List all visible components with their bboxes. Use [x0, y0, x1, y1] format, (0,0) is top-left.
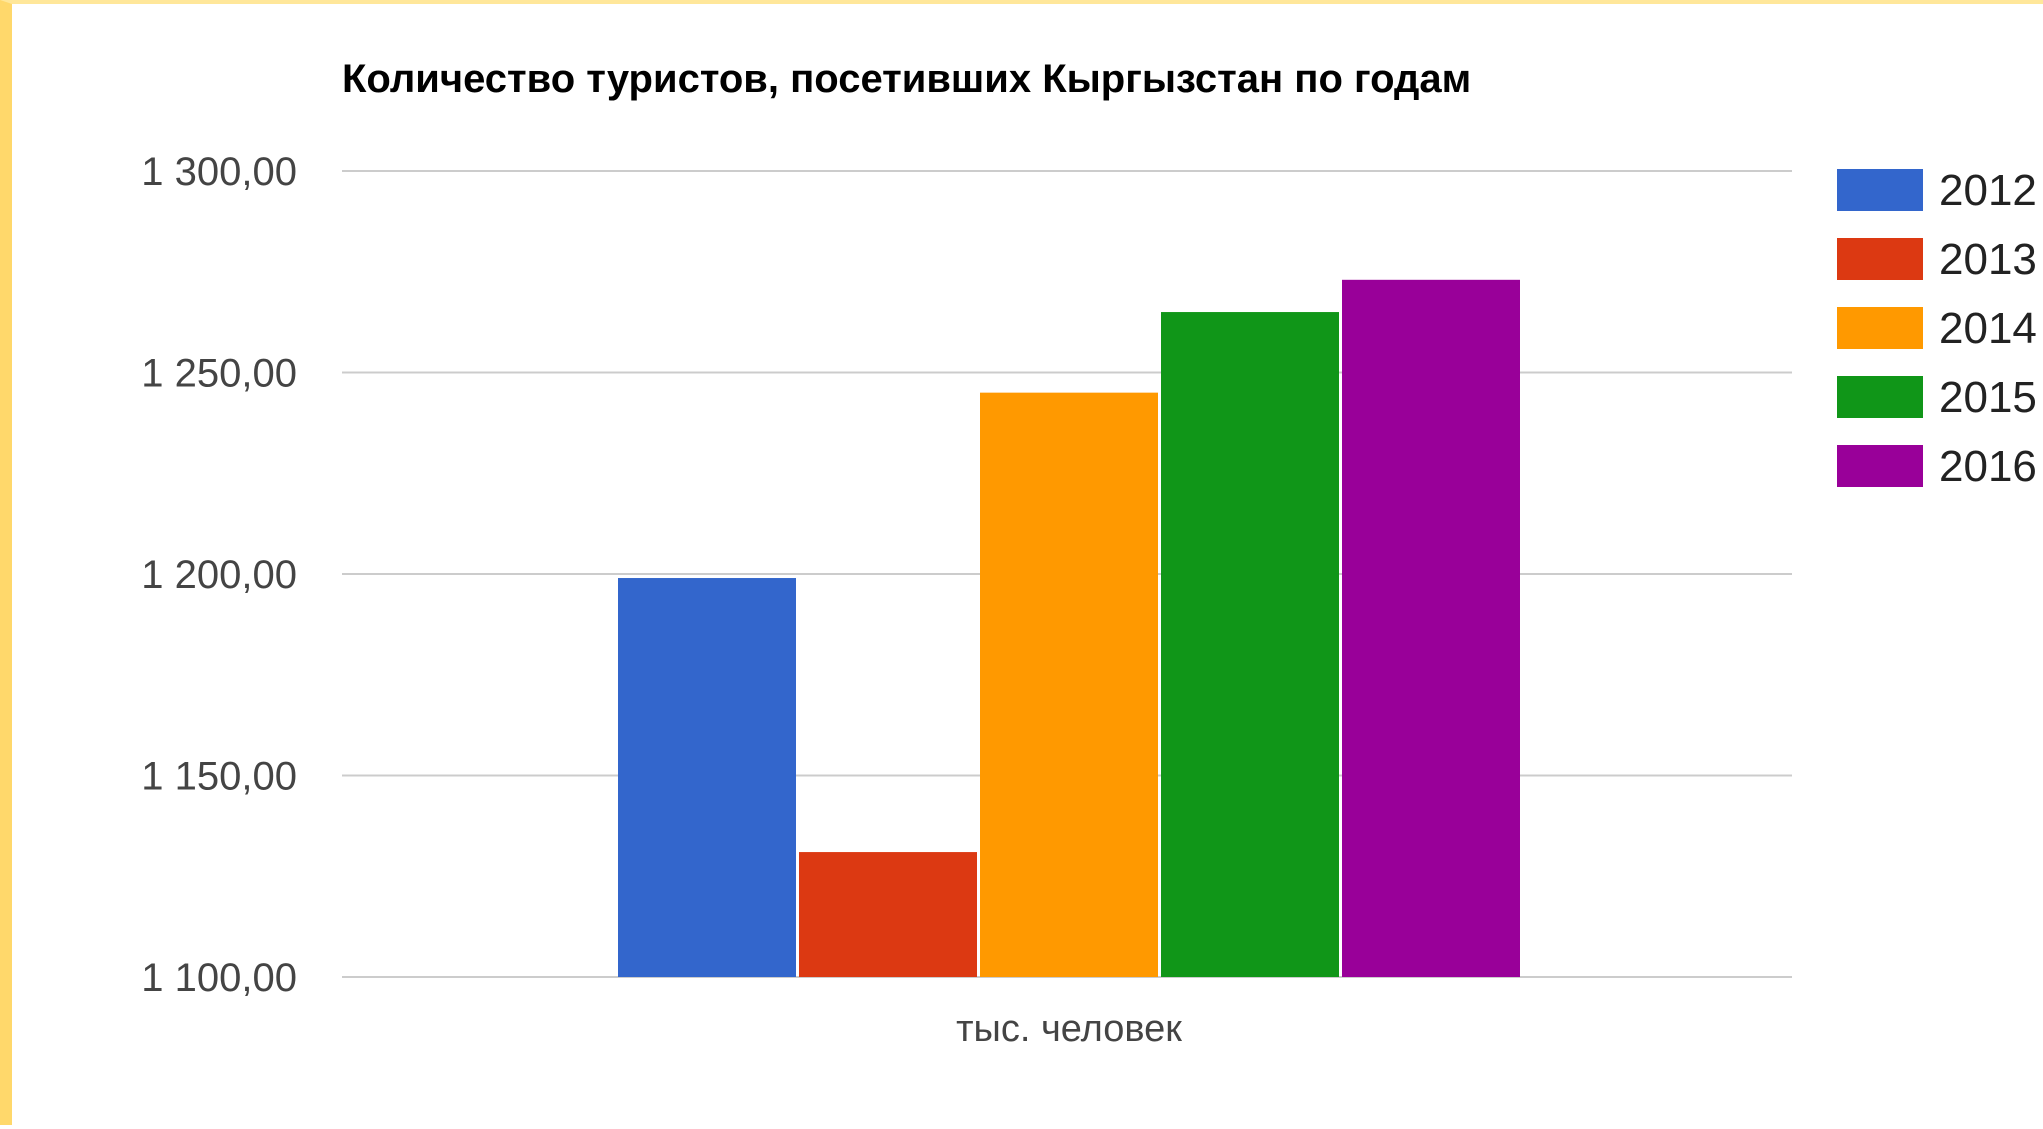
- bar-2014: [980, 392, 1158, 977]
- legend-label-2016: 2016: [1939, 442, 2037, 491]
- bar-2016: [1342, 279, 1520, 977]
- bars: [618, 279, 1520, 977]
- bar-2015: [1161, 312, 1339, 977]
- y-axis-ticks: 1 100,00 1 150,00 1 200,00 1 250,00 1 300,00: [141, 150, 297, 1000]
- legend-swatch-2014: [1837, 307, 1923, 349]
- legend-swatch-2015: [1837, 376, 1923, 418]
- legend-swatch-2013: [1837, 238, 1923, 280]
- bar-2013: [799, 852, 977, 977]
- y-tick-label: 1 250,00: [141, 352, 297, 396]
- y-tick-label: 1 200,00: [141, 553, 297, 597]
- y-tick-label: 1 300,00: [141, 150, 297, 194]
- legend-label-2014: 2014: [1939, 304, 2037, 353]
- bar-chart: Количество туристов, посетивших Кыргызст…: [141, 57, 2037, 1050]
- y-tick-label: 1 100,00: [141, 956, 297, 1000]
- x-axis-categories: тыс. человек: [956, 1008, 1182, 1050]
- legend-label-2015: 2015: [1939, 373, 2037, 422]
- legend-swatch-2016: [1837, 445, 1923, 487]
- x-category-label: тыс. человек: [956, 1008, 1182, 1050]
- legend-label-2012: 2012: [1939, 166, 2037, 215]
- legend: 2012 2013 2014 2015 2016: [1837, 166, 2037, 491]
- chart-title: Количество туристов, посетивших Кыргызст…: [342, 57, 1471, 101]
- legend-label-2013: 2013: [1939, 235, 2037, 284]
- bar-2012: [618, 578, 796, 977]
- y-tick-label: 1 150,00: [141, 755, 297, 799]
- legend-swatch-2012: [1837, 169, 1923, 211]
